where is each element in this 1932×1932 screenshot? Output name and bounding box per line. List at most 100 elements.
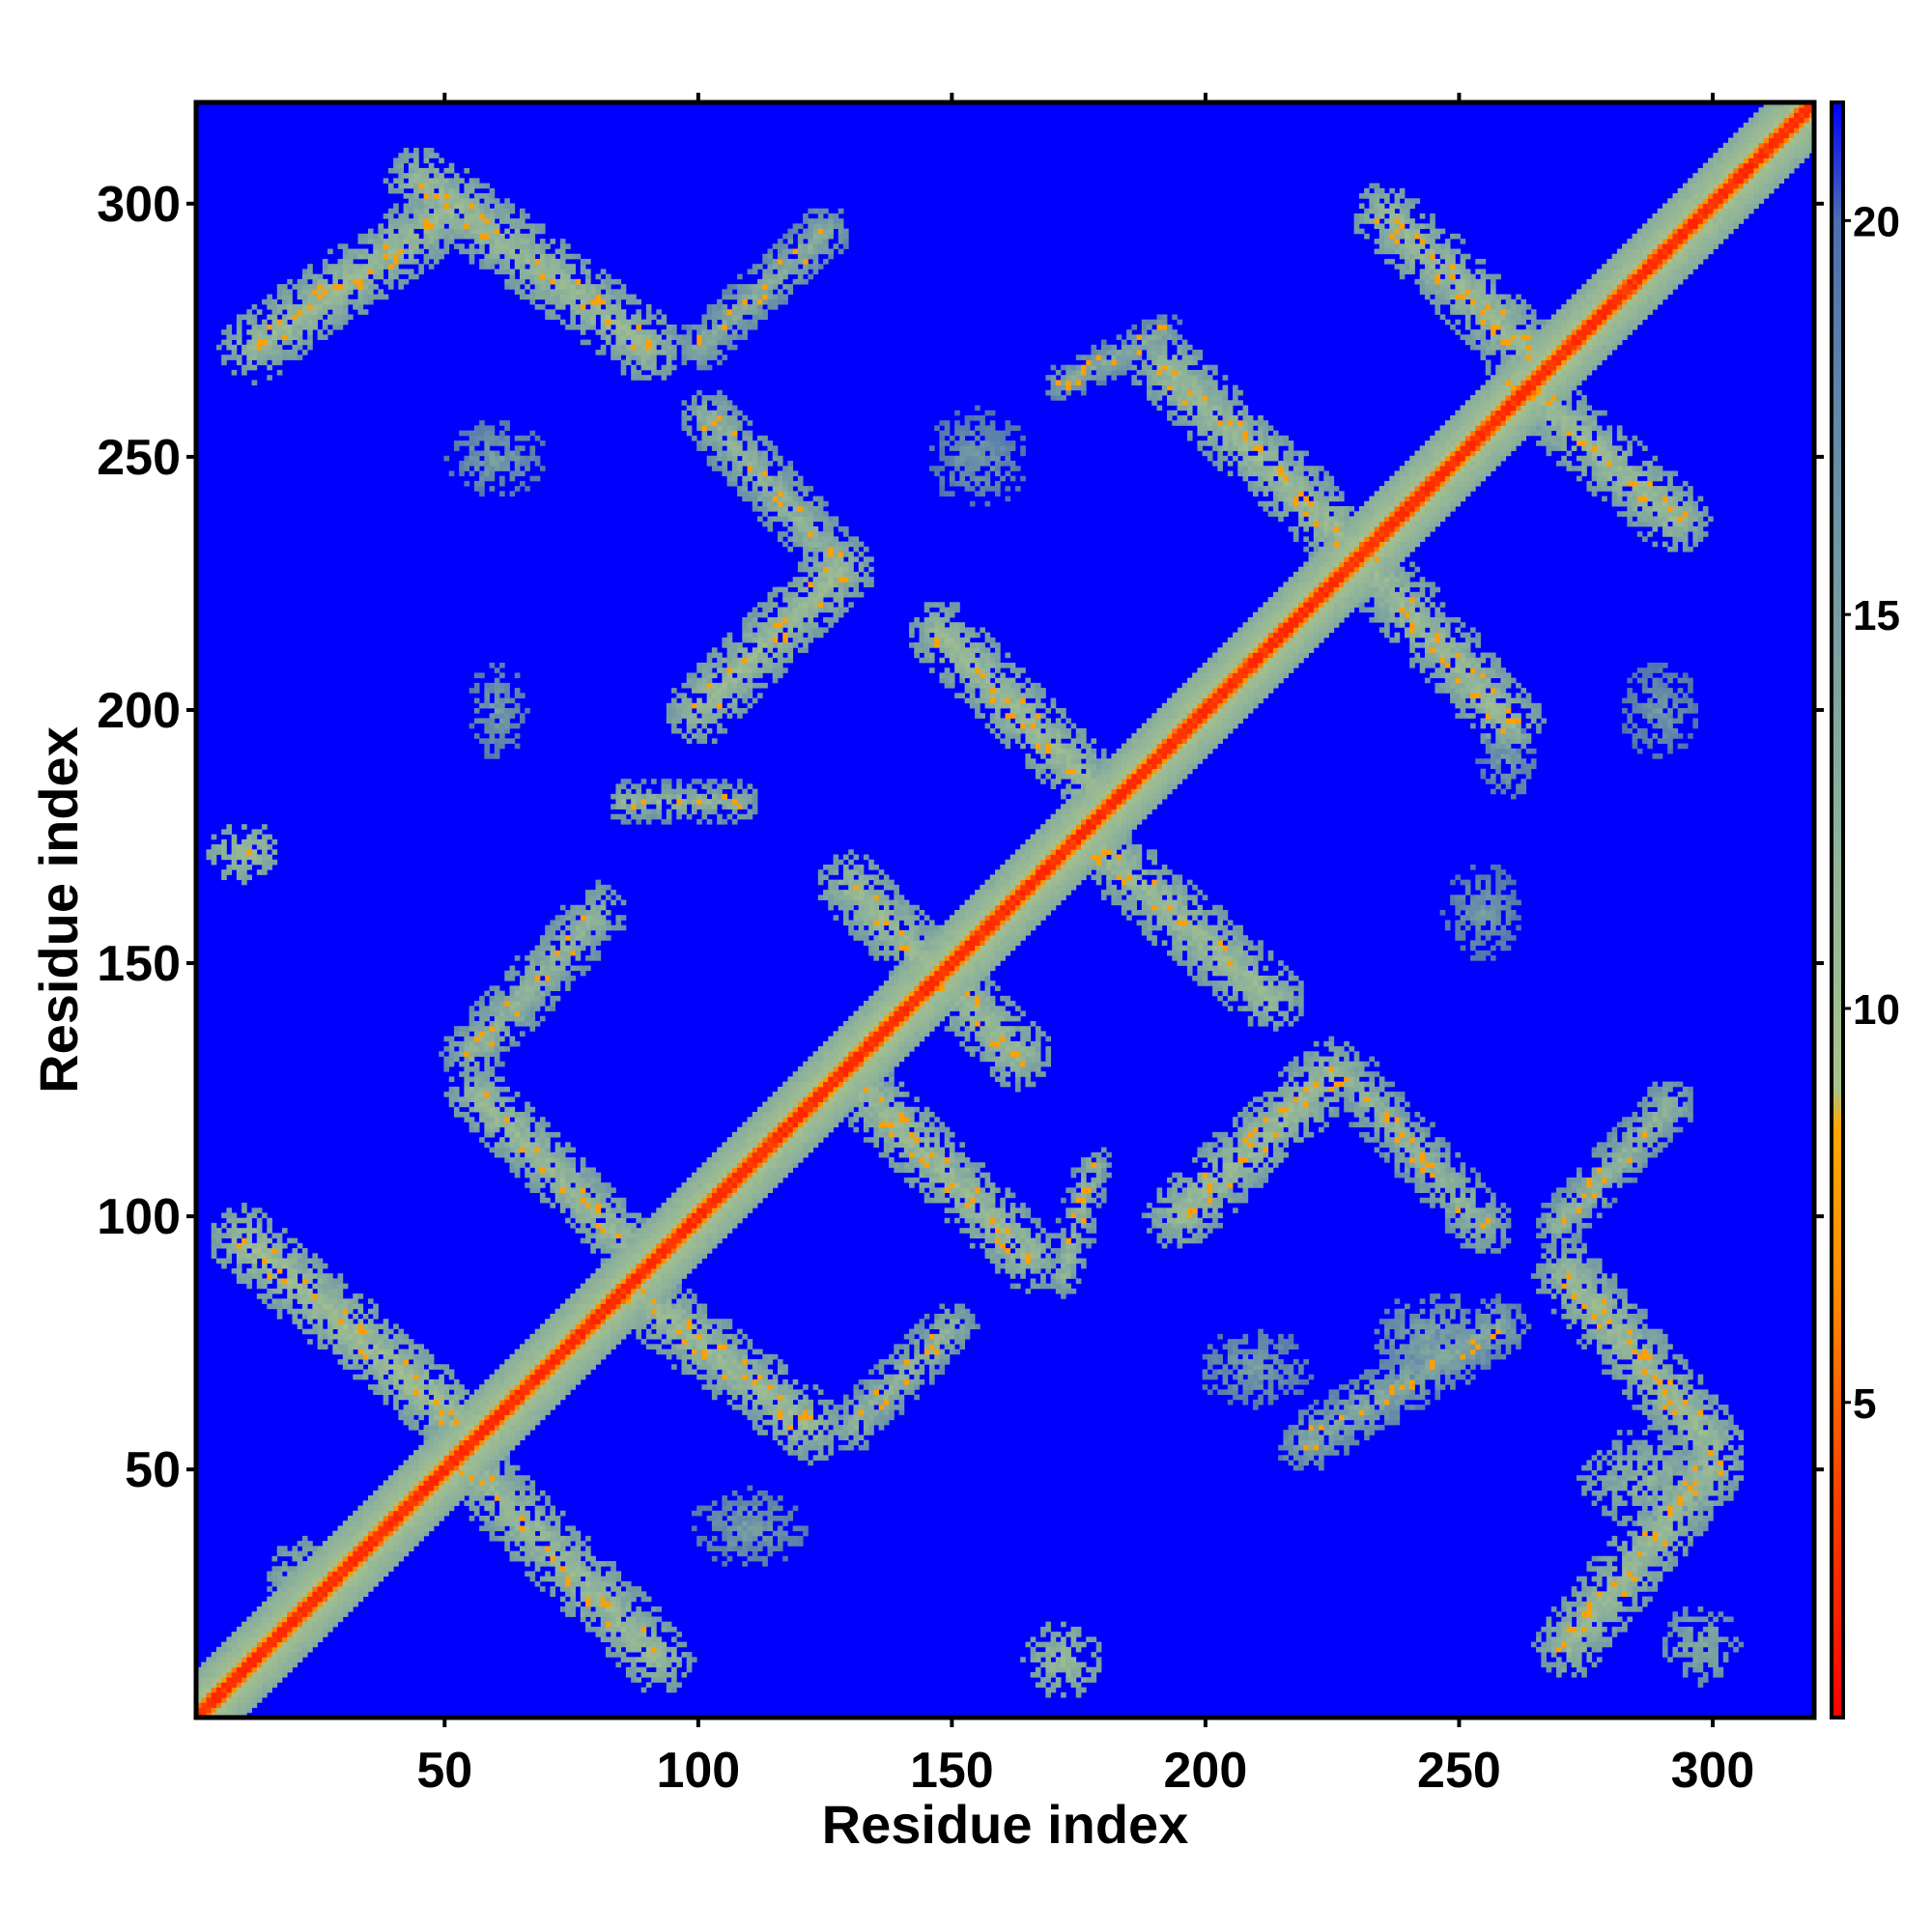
heatmap-cell (1662, 1455, 1668, 1461)
heatmap-cell (1718, 1485, 1724, 1492)
heatmap-cell (271, 1677, 278, 1683)
heatmap-cell (787, 1450, 794, 1456)
heatmap-cell (428, 1424, 435, 1431)
heatmap-cell (1632, 1596, 1638, 1603)
heatmap-cell (671, 1677, 677, 1683)
heatmap-cell (1642, 1520, 1648, 1526)
heatmap-cell (221, 1687, 227, 1693)
heatmap-cell (1045, 1657, 1052, 1662)
heatmap-cell (1288, 1364, 1294, 1370)
heatmap-cell (1242, 1394, 1249, 1401)
heatmap-cell (408, 1469, 414, 1476)
heatmap-cell (717, 1364, 728, 1370)
heatmap-cell (1677, 1530, 1684, 1537)
heatmap-cell (545, 1389, 551, 1396)
heatmap-cell (1222, 1369, 1229, 1376)
heatmap-cell (332, 1606, 338, 1612)
heatmap-cell (267, 1626, 272, 1633)
heatmap-cell (1258, 1339, 1269, 1345)
heatmap-cell (772, 1419, 779, 1426)
heatmap-cell (337, 1611, 344, 1617)
heatmap-cell (1202, 1353, 1208, 1360)
heatmap-cell (1722, 1435, 1729, 1441)
heatmap-cell (611, 1580, 616, 1587)
heatmap-cell (403, 1405, 410, 1410)
heatmap-cell (1394, 1405, 1401, 1410)
heatmap-cell (792, 1405, 799, 1410)
heatmap-cell (1070, 1636, 1077, 1643)
heatmap-cell (479, 1495, 485, 1501)
heatmap-cell (615, 1571, 622, 1577)
heatmap-cell (1556, 1626, 1562, 1633)
heatmap-cell (383, 1561, 389, 1567)
heatmap-cell (631, 1662, 637, 1668)
heatmap-cell (287, 1646, 293, 1653)
heatmap-cell (1091, 1652, 1097, 1658)
heatmap-cell (403, 1520, 410, 1526)
heatmap-cell (1556, 1621, 1562, 1628)
heatmap-cell (525, 1353, 530, 1360)
heatmap-cell (828, 1439, 834, 1446)
heatmap-cell (782, 1389, 788, 1396)
heatmap-cell (434, 1399, 440, 1406)
heatmap-cell (726, 1399, 733, 1406)
heatmap-cell (1455, 1328, 1461, 1335)
heatmap-cell (1505, 1344, 1512, 1350)
heatmap-cell (514, 1435, 521, 1441)
heatmap-cell (1414, 1333, 1421, 1340)
heatmap-cell (1596, 1323, 1603, 1330)
heatmap-cell (1556, 1662, 1567, 1668)
heatmap-cell (1091, 1636, 1097, 1643)
heatmap-cell (1647, 1409, 1653, 1415)
heatmap-cell (717, 1319, 723, 1324)
heatmap-cell (332, 1535, 338, 1542)
heatmap-cell (267, 1646, 272, 1653)
heatmap-cell (1652, 1455, 1659, 1461)
heatmap-cell (631, 1632, 637, 1637)
heatmap-cell (1662, 1384, 1668, 1390)
heatmap-cell (353, 1546, 358, 1551)
heatmap-cell (696, 1314, 702, 1320)
heatmap-cell (559, 1606, 566, 1612)
heatmap-cell (1586, 1601, 1593, 1607)
heatmap-cell (1728, 1464, 1734, 1471)
heatmap-cell (1647, 1510, 1653, 1517)
heatmap-cell (565, 1571, 571, 1577)
heatmap-cell (919, 1369, 925, 1376)
heatmap-cell (514, 1424, 521, 1431)
heatmap-cell (1550, 1652, 1557, 1658)
heatmap-cell (332, 1591, 338, 1598)
heatmap-cell (271, 1571, 278, 1577)
heatmap-cell (1480, 1333, 1487, 1340)
heatmap-cell (276, 1546, 288, 1551)
heatmap-cell (1378, 1399, 1385, 1406)
heatmap-cell (398, 1339, 405, 1345)
heatmap-cell (469, 1405, 475, 1410)
heatmap-cell (575, 1353, 582, 1360)
heatmap-cell (525, 1349, 530, 1355)
heatmap-cell (418, 1480, 424, 1487)
heatmap-cell (1566, 1646, 1573, 1653)
heatmap-cell (595, 1561, 602, 1567)
heatmap-cell (1045, 1666, 1052, 1673)
heatmap-cell (393, 1520, 399, 1526)
heatmap-cell (570, 1384, 576, 1390)
heatmap-cell (322, 1616, 328, 1623)
heatmap-cell (529, 1485, 536, 1492)
heatmap-cell (1405, 1328, 1410, 1335)
heatmap-cell (509, 1500, 516, 1506)
heatmap-cell (1647, 1525, 1653, 1532)
heatmap-cell (1697, 1409, 1704, 1415)
heatmap-cell (443, 1430, 450, 1435)
heatmap-cell (1045, 1671, 1052, 1678)
heatmap-cell (1688, 1399, 1693, 1406)
heatmap-cell (550, 1555, 556, 1562)
heatmap-cell (393, 1530, 399, 1537)
heatmap-cell (332, 1344, 338, 1350)
heatmap-cell (777, 1405, 783, 1410)
heatmap-cell (777, 1394, 783, 1401)
heatmap-cell (1636, 1319, 1643, 1324)
heatmap-cell (823, 1455, 829, 1461)
heatmap-cell (615, 1591, 622, 1598)
heatmap-cell (883, 1378, 890, 1385)
